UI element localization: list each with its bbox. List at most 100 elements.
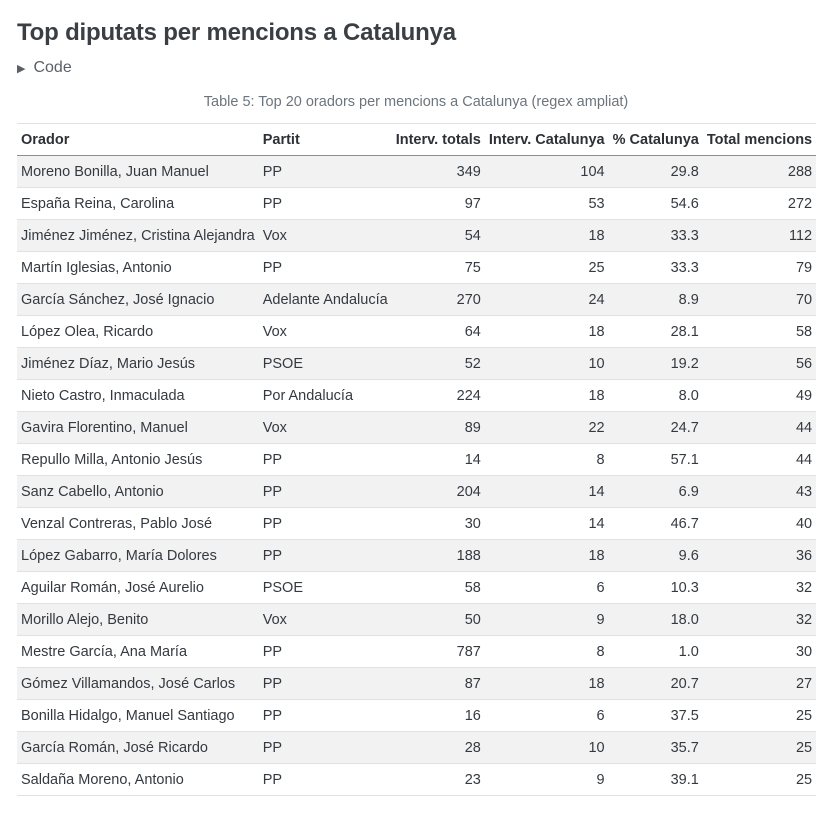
cell-interv-catalunya: 18	[484, 219, 609, 252]
cell-pct-catalunya: 9.6	[608, 539, 703, 572]
cell-pct-catalunya: 19.2	[608, 347, 703, 380]
cell-orador: Venzal Contreras, Pablo José	[17, 507, 259, 540]
cell-orador: Moreno Bonilla, Juan Manuel	[17, 155, 259, 188]
cell-interv-catalunya: 24	[484, 283, 609, 316]
cell-interv-totals: 270	[391, 283, 485, 316]
cell-total-mencions: 56	[702, 347, 817, 380]
table-row: Sanz Cabello, Antonio PP 204 14 6.9 43	[17, 475, 817, 508]
cell-pct-catalunya: 10.3	[608, 571, 703, 604]
cell-interv-catalunya: 18	[484, 539, 609, 572]
cell-total-mencions: 40	[702, 507, 817, 540]
cell-interv-totals: 54	[391, 219, 485, 252]
cell-orador: López Gabarro, María Dolores	[17, 539, 259, 572]
table-row: López Gabarro, María Dolores PP 188 18 9.6 36	[17, 539, 817, 572]
cell-partit: PP	[258, 443, 392, 476]
cell-total-mencions: 25	[702, 731, 817, 764]
cell-interv-catalunya: 104	[484, 155, 609, 188]
cell-partit: PP	[258, 699, 392, 732]
cell-total-mencions: 27	[702, 667, 817, 700]
code-toggle[interactable]: ▶ Code	[17, 58, 815, 78]
cell-partit: Adelante Andalucía	[258, 283, 392, 316]
cell-pct-catalunya: 8.9	[608, 283, 703, 316]
cell-total-mencions: 25	[702, 763, 817, 796]
cell-total-mencions: 32	[702, 571, 817, 604]
cell-partit: Vox	[258, 315, 392, 348]
column-header-interv-catalunya: Interv. Catalunya	[488, 131, 605, 148]
table-row: Morillo Alejo, Benito Vox 50 9 18.0 32	[17, 603, 817, 636]
column-header-partit: Partit	[262, 131, 300, 148]
table-row: Saldaña Moreno, Antonio PP 23 9 39.1 25	[17, 763, 817, 796]
cell-interv-catalunya: 25	[484, 251, 609, 284]
cell-interv-totals: 30	[391, 507, 485, 540]
cell-interv-totals: 349	[391, 155, 485, 188]
cell-pct-catalunya: 24.7	[608, 411, 703, 444]
cell-interv-catalunya: 18	[484, 379, 609, 412]
cell-interv-catalunya: 14	[484, 475, 609, 508]
cell-orador: Bonilla Hidalgo, Manuel Santiago	[17, 699, 259, 732]
cell-total-mencions: 112	[702, 219, 817, 252]
cell-pct-catalunya: 8.0	[608, 379, 703, 412]
cell-partit: PSOE	[258, 571, 392, 604]
table-row: López Olea, Ricardo Vox 64 18 28.1 58	[17, 315, 817, 348]
cell-partit: Vox	[258, 219, 392, 252]
cell-orador: Repullo Milla, Antonio Jesús	[17, 443, 259, 476]
cell-interv-totals: 787	[391, 635, 485, 668]
cell-total-mencions: 44	[702, 443, 817, 476]
cell-interv-catalunya: 6	[484, 699, 609, 732]
cell-pct-catalunya: 37.5	[608, 699, 703, 732]
cell-total-mencions: 44	[702, 411, 817, 444]
cell-pct-catalunya: 28.1	[608, 315, 703, 348]
cell-interv-catalunya: 14	[484, 507, 609, 540]
cell-pct-catalunya: 33.3	[608, 219, 703, 252]
cell-interv-catalunya: 18	[484, 667, 609, 700]
cell-pct-catalunya: 6.9	[608, 475, 703, 508]
cell-interv-catalunya: 22	[484, 411, 609, 444]
table-header-row: Orador Partit Interv. totals Interv. Cat…	[17, 123, 817, 156]
cell-partit: PP	[258, 155, 392, 188]
table-row: España Reina, Carolina PP 97 53 54.6 272	[17, 187, 817, 220]
cell-total-mencions: 288	[702, 155, 817, 188]
cell-partit: PP	[258, 731, 392, 764]
cell-pct-catalunya: 39.1	[608, 763, 703, 796]
cell-interv-totals: 16	[391, 699, 485, 732]
cell-interv-totals: 75	[391, 251, 485, 284]
table-row: García Sánchez, José Ignacio Adelante And…	[17, 283, 817, 316]
cell-partit: PP	[258, 187, 392, 220]
cell-total-mencions: 36	[702, 539, 817, 572]
cell-pct-catalunya: 57.1	[608, 443, 703, 476]
cell-orador: Morillo Alejo, Benito	[17, 603, 259, 636]
cell-interv-totals: 28	[391, 731, 485, 764]
cell-orador: Saldaña Moreno, Antonio	[17, 763, 259, 796]
cell-partit: PP	[258, 667, 392, 700]
column-header-orador: Orador	[21, 131, 70, 148]
cell-total-mencions: 58	[702, 315, 817, 348]
disclosure-triangle-icon: ▶	[17, 62, 26, 75]
table-row: Gavira Florentino, Manuel Vox 89 22 24.7 44	[17, 411, 817, 444]
table-row: Bonilla Hidalgo, Manuel Santiago PP 16 6 37.…	[17, 699, 817, 732]
cell-pct-catalunya: 46.7	[608, 507, 703, 540]
table-row: Martín Iglesias, Antonio PP 75 25 33.3 79	[17, 251, 817, 284]
table-row: Moreno Bonilla, Juan Manuel PP 349 104 29.8 2…	[17, 155, 817, 188]
page-title: Top diputats per mencions a Catalunya	[17, 19, 456, 46]
table-row: Mestre García, Ana María PP 787 8 1.0 30	[17, 635, 817, 668]
cell-orador: España Reina, Carolina	[17, 187, 259, 220]
table-row: Jiménez Díaz, Mario Jesús PSOE 52 10 19.2 56	[17, 347, 817, 380]
cell-interv-catalunya: 6	[484, 571, 609, 604]
cell-total-mencions: 70	[702, 283, 817, 316]
cell-partit: PP	[258, 763, 392, 796]
column-header-interv-totals: Interv. totals	[395, 131, 481, 148]
cell-partit: PSOE	[258, 347, 392, 380]
cell-orador: Aguilar Román, José Aurelio	[17, 571, 259, 604]
cell-partit: Vox	[258, 411, 392, 444]
cell-orador: Gómez Villamandos, José Carlos	[17, 667, 259, 700]
cell-total-mencions: 32	[702, 603, 817, 636]
cell-pct-catalunya: 1.0	[608, 635, 703, 668]
cell-orador: Jiménez Jiménez, Cristina Alejandra	[17, 219, 259, 252]
cell-interv-catalunya: 10	[484, 347, 609, 380]
cell-partit: Por Andalucía	[258, 379, 392, 412]
cell-orador: Martín Iglesias, Antonio	[17, 251, 259, 284]
cell-orador: López Olea, Ricardo	[17, 315, 259, 348]
cell-total-mencions: 43	[702, 475, 817, 508]
cell-pct-catalunya: 29.8	[608, 155, 703, 188]
cell-interv-totals: 50	[391, 603, 485, 636]
